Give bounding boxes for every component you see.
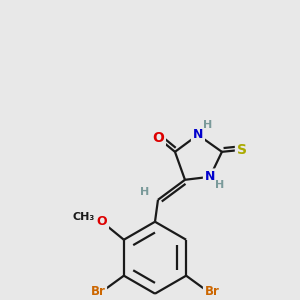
Text: H: H (203, 120, 213, 130)
Text: O: O (97, 215, 107, 228)
Text: S: S (237, 143, 247, 157)
Text: CH₃: CH₃ (73, 212, 95, 222)
Text: O: O (152, 131, 164, 145)
Text: Br: Br (90, 285, 105, 298)
Text: N: N (193, 128, 203, 141)
Text: Br: Br (205, 285, 220, 298)
Text: N: N (205, 170, 215, 183)
Text: H: H (215, 180, 224, 190)
Text: H: H (140, 187, 150, 197)
